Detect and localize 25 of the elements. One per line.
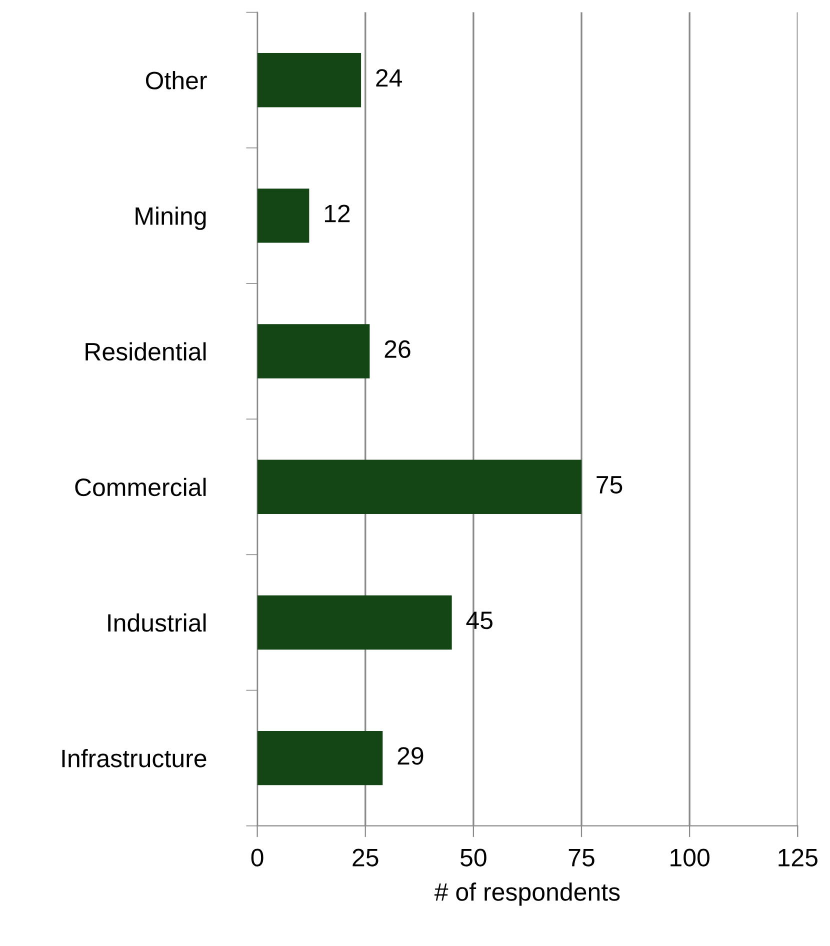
x-tick-label: 125 [778, 848, 818, 866]
x-tick-label: 25 [352, 848, 378, 866]
y-tick-label: Infrastructure [62, 749, 206, 768]
y-tick-label: Commercial [75, 478, 206, 496]
x-tick-label: 50 [460, 848, 486, 866]
x-axis-title: # of respondents [434, 882, 620, 906]
data-label: 12 [324, 204, 350, 222]
bar [257, 188, 310, 243]
data-label: 75 [596, 476, 622, 494]
bar [257, 730, 383, 786]
data-label: 45 [466, 612, 492, 630]
y-tick-label: Industrial [108, 613, 206, 632]
y-tick-label: Other [146, 71, 207, 90]
bar [257, 460, 582, 514]
data-label: 29 [398, 747, 424, 765]
x-tick-label: 75 [568, 849, 594, 866]
bar [257, 324, 370, 378]
data-label: 26 [384, 340, 410, 358]
y-tick-label: Mining [136, 206, 206, 230]
bar [257, 52, 362, 108]
data-label: 24 [376, 69, 402, 87]
x-tick-label: 100 [670, 848, 710, 866]
bar [257, 595, 452, 650]
y-tick-label: Residential [86, 342, 206, 361]
x-tick-label: 0 [251, 848, 264, 866]
